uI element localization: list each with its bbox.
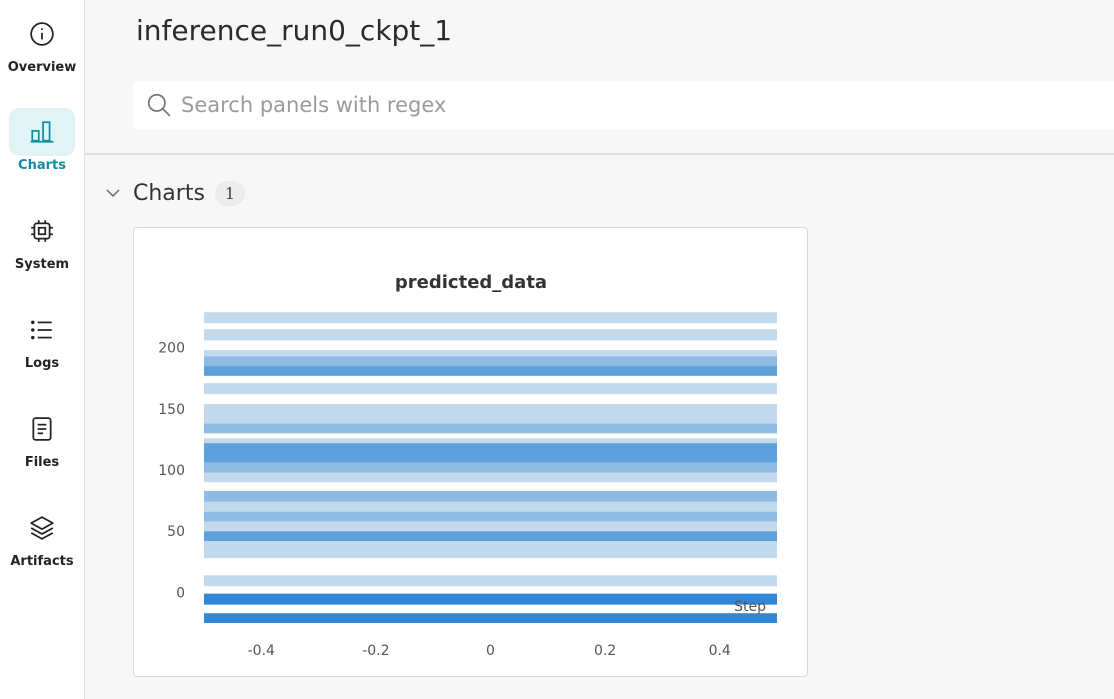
heatmap-band bbox=[204, 423, 777, 434]
chart-title: predicted_data bbox=[395, 272, 547, 293]
search-input[interactable] bbox=[181, 91, 1081, 119]
search-icon bbox=[147, 93, 171, 117]
nav-icon-wrap bbox=[9, 108, 75, 156]
y-tick-label: 100 bbox=[158, 463, 185, 479]
sidebar: Overview Charts System bbox=[0, 0, 85, 699]
sidebar-item-label: Charts bbox=[18, 158, 66, 173]
divider bbox=[85, 153, 1114, 155]
sidebar-item-overview[interactable]: Overview bbox=[0, 10, 84, 75]
layers-icon bbox=[30, 516, 54, 540]
heatmap-band bbox=[204, 356, 777, 367]
nav-icon-wrap bbox=[9, 10, 75, 58]
heatmap-band bbox=[204, 613, 777, 623]
sidebar-item-charts[interactable]: Charts bbox=[0, 108, 84, 173]
nav-icon-wrap bbox=[9, 306, 75, 354]
heatmap-band bbox=[204, 438, 777, 444]
x-tick-label: 0.2 bbox=[594, 643, 616, 659]
x-tick-label: 0.4 bbox=[709, 643, 731, 659]
x-tick-label: -0.2 bbox=[362, 643, 389, 659]
heatmap-band bbox=[204, 443, 777, 463]
y-axis-ticks: 0 50 100 150 200 bbox=[158, 341, 185, 602]
page-title: inference_run0_ckpt_1 bbox=[136, 14, 453, 47]
heatmap-band bbox=[204, 575, 777, 587]
search-box bbox=[133, 81, 1114, 129]
nav-icon-wrap bbox=[9, 207, 75, 255]
x-axis-ticks: -0.4 -0.2 0 0.2 0.4 bbox=[248, 643, 731, 659]
nav-icon-wrap bbox=[9, 405, 75, 453]
sidebar-item-label: Files bbox=[24, 455, 60, 470]
bar-chart-icon bbox=[30, 121, 54, 143]
section-toggle-charts[interactable]: Charts 1 bbox=[104, 178, 246, 208]
sidebar-item-label: Overview bbox=[7, 60, 77, 75]
x-tick-label: 0 bbox=[486, 643, 495, 659]
sidebar-item-artifacts[interactable]: Artifacts bbox=[0, 504, 84, 569]
nav-icon-wrap bbox=[9, 504, 75, 552]
heatmap-band bbox=[204, 593, 777, 605]
heatmap-band bbox=[204, 521, 777, 532]
y-tick-label: 150 bbox=[158, 402, 185, 418]
heatmap-band bbox=[204, 531, 777, 542]
heatmap-band bbox=[204, 312, 777, 324]
heatmap-band bbox=[204, 403, 777, 424]
heatmap-band bbox=[204, 472, 777, 483]
heatmap-band bbox=[204, 366, 777, 376]
heatmap-band bbox=[204, 501, 777, 512]
y-tick-label: 50 bbox=[167, 524, 185, 540]
heatmap-band bbox=[204, 329, 777, 341]
section-count-badge: 1 bbox=[214, 180, 246, 206]
heatmap-band bbox=[204, 541, 777, 559]
y-tick-label: 200 bbox=[158, 341, 185, 357]
y-tick-label: 0 bbox=[176, 585, 185, 601]
x-tick-label: -0.4 bbox=[248, 643, 275, 659]
chart-panel[interactable]: predicted_data 0 50 100 150 200 -0.4 -0.2 0 0.2… bbox=[133, 227, 808, 677]
info-icon bbox=[30, 22, 54, 46]
x-axis-label: Step bbox=[734, 599, 766, 615]
file-icon bbox=[32, 417, 52, 441]
sidebar-item-files[interactable]: Files bbox=[0, 405, 84, 470]
list-icon bbox=[31, 320, 52, 340]
chart-svg: predicted_data 0 50 100 150 200 -0.4 -0.2 0 0.2… bbox=[158, 272, 777, 659]
section-title: Charts bbox=[133, 180, 205, 206]
heatmap-band bbox=[204, 383, 777, 395]
heatmap-band bbox=[204, 462, 777, 473]
chart-bands bbox=[204, 312, 777, 623]
chip-icon bbox=[31, 220, 53, 242]
sidebar-item-label: System bbox=[14, 257, 70, 272]
sidebar-item-logs[interactable]: Logs bbox=[0, 306, 84, 371]
heatmap-band bbox=[204, 490, 777, 502]
sidebar-item-label: Artifacts bbox=[10, 554, 74, 569]
sidebar-item-label: Logs bbox=[24, 356, 60, 371]
chevron-down-icon bbox=[106, 189, 120, 198]
heatmap-band bbox=[204, 511, 777, 522]
heatmap-band bbox=[204, 350, 777, 357]
sidebar-item-system[interactable]: System bbox=[0, 207, 84, 272]
